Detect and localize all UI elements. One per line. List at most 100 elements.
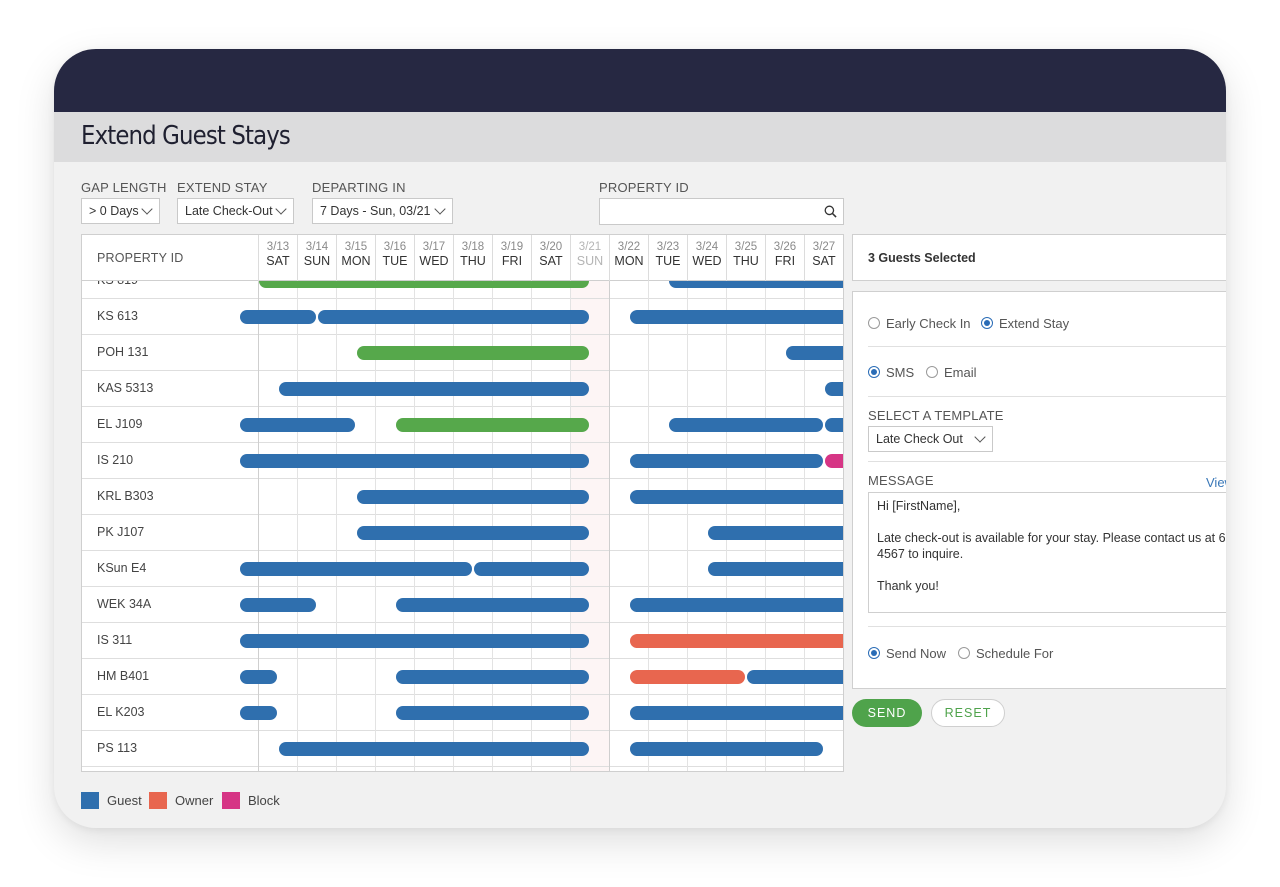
guest-stay-bar[interactable] <box>239 670 277 684</box>
departing-in-value: 7 Days - Sun, 03/21 <box>320 204 431 218</box>
grid-header: PROPERTY ID 3/13 SAT 3/14 SUN 3/15 MON 3/16 TUE… <box>82 235 843 281</box>
reset-button[interactable]: RESET <box>931 699 1005 727</box>
property-row[interactable]: PK J107 <box>82 515 843 551</box>
guest-stay-bar[interactable] <box>356 490 589 504</box>
guest-stay-bar[interactable] <box>707 526 843 540</box>
extend-stay-value: Late Check-Out <box>185 204 273 218</box>
guest-stay-bar[interactable] <box>629 490 843 504</box>
guest-stay-bar[interactable] <box>395 706 589 720</box>
guest-stay-bar[interactable] <box>746 670 843 684</box>
email-radio[interactable]: Email <box>926 365 977 380</box>
search-icon[interactable] <box>824 205 837 218</box>
property-row[interactable]: EL K203 <box>82 695 843 731</box>
owner-stay-bar[interactable] <box>629 670 745 684</box>
message-panel: Early Check In Extend Stay SMS Email SEL… <box>852 291 1226 689</box>
message-signoff: Thank you! <box>877 579 939 593</box>
grid-line <box>843 281 844 771</box>
send-button[interactable]: SEND <box>852 699 922 727</box>
chevron-down-icon <box>434 203 446 215</box>
legend-item-guest: Guest <box>81 792 142 810</box>
property-row[interactable]: KRL B303 <box>82 479 843 515</box>
date-label: 3/21 <box>578 241 602 253</box>
channel-section: SMS Email <box>868 347 1226 397</box>
sms-radio[interactable]: SMS <box>868 365 914 380</box>
guest-stay-bar[interactable] <box>668 418 823 432</box>
guest-stay-bar[interactable] <box>824 418 843 432</box>
message-label: MESSAGE <box>868 473 934 488</box>
property-row[interactable]: KAS 5313 <box>82 371 843 407</box>
date-label: 3/14 <box>305 241 329 253</box>
early-check-in-radio[interactable]: Early Check In <box>868 316 971 331</box>
guest-stay-bar[interactable] <box>785 346 843 360</box>
property-row[interactable]: HM B401 <box>82 659 843 695</box>
guest-stay-bar[interactable] <box>278 382 589 396</box>
date-column-header: 3/22 MON <box>609 235 648 281</box>
weekday-label: SUN <box>576 254 604 268</box>
guest-stay-bar[interactable] <box>824 382 843 396</box>
guest-stay-bar[interactable] <box>629 454 823 468</box>
property-row[interactable]: WEK 34A <box>82 587 843 623</box>
template-select[interactable]: Late Check Out <box>868 426 993 452</box>
weekday-label: WED <box>419 254 449 268</box>
weekday-label: SAT <box>266 254 290 268</box>
date-column-header: 3/18 THU <box>453 235 492 281</box>
guest-stay-bar[interactable] <box>278 742 589 756</box>
weekday-label: THU <box>460 254 486 268</box>
guest-stay-bar[interactable] <box>317 310 589 324</box>
owner-stay-bar[interactable] <box>629 634 843 648</box>
property-id-search-input[interactable] <box>599 198 844 225</box>
guest-stay-bar[interactable] <box>473 562 589 576</box>
guest-stay-bar[interactable] <box>239 562 472 576</box>
date-column-header: 3/16 TUE <box>375 235 414 281</box>
extend-stay-radio[interactable]: Extend Stay <box>981 316 1069 331</box>
selected-count: 3 Guests Selected <box>868 251 976 265</box>
schedule-for-radio[interactable]: Schedule For <box>958 646 1053 661</box>
radio-off-icon <box>868 317 880 329</box>
availability-grid: PROPERTY ID 3/13 SAT 3/14 SUN 3/15 MON 3/16 TUE… <box>81 234 844 772</box>
guest-stay-bar[interactable] <box>707 562 843 576</box>
guest-stay-bar[interactable] <box>395 670 589 684</box>
guest-stay-bar[interactable] <box>629 742 823 756</box>
property-id-label: IS 311 <box>97 633 133 647</box>
extendable-stay-bar[interactable] <box>356 346 589 360</box>
property-row[interactable]: KS 613 <box>82 299 843 335</box>
guest-stay-bar[interactable] <box>239 310 316 324</box>
date-column-header: 3/20 SAT <box>531 235 570 281</box>
guest-stay-bar[interactable] <box>395 598 589 612</box>
block-stay-bar[interactable] <box>824 454 843 468</box>
property-row[interactable]: KSun E4 <box>82 551 843 587</box>
property-row[interactable]: EL J109 <box>82 407 843 443</box>
weekday-label: SAT <box>539 254 563 268</box>
date-column-header: 3/17 WED <box>414 235 453 281</box>
date-label: 3/18 <box>461 241 485 253</box>
date-column-header: 3/25 THU <box>726 235 765 281</box>
property-id-label: KRL B303 <box>97 489 154 503</box>
date-label: 3/26 <box>773 241 797 253</box>
guest-stay-bar[interactable] <box>239 454 589 468</box>
guest-stay-bar[interactable] <box>629 706 843 720</box>
extend-stay-select[interactable]: Late Check-Out <box>177 198 294 224</box>
grid-line <box>687 281 688 771</box>
date-column-header: 3/14 SUN <box>297 235 336 281</box>
view-link[interactable]: View <box>1206 475 1226 490</box>
property-id-column-header: PROPERTY ID <box>97 251 184 265</box>
property-row[interactable]: IS 210 <box>82 443 843 479</box>
property-row[interactable]: IS 311 <box>82 623 843 659</box>
guest-stay-bar[interactable] <box>629 598 843 612</box>
property-row[interactable]: POH 131 <box>82 335 843 371</box>
departing-in-select[interactable]: 7 Days - Sun, 03/21 <box>312 198 453 224</box>
radio-on-icon <box>981 317 993 329</box>
guest-stay-bar[interactable] <box>239 418 355 432</box>
guest-stay-bar[interactable] <box>629 310 843 324</box>
property-row[interactable]: PS 113 <box>82 731 843 767</box>
gap-length-select[interactable]: > 0 Days <box>81 198 160 224</box>
weekday-label: SUN <box>303 254 331 268</box>
extendable-stay-bar[interactable] <box>395 418 589 432</box>
guest-stay-bar[interactable] <box>239 598 316 612</box>
send-now-radio[interactable]: Send Now <box>868 646 946 661</box>
guest-stay-bar[interactable] <box>356 526 589 540</box>
grid-line <box>648 281 649 771</box>
guest-stay-bar[interactable] <box>239 706 277 720</box>
message-textarea[interactable]: Hi [FirstName], Late check-out is availa… <box>868 492 1226 613</box>
guest-stay-bar[interactable] <box>239 634 589 648</box>
